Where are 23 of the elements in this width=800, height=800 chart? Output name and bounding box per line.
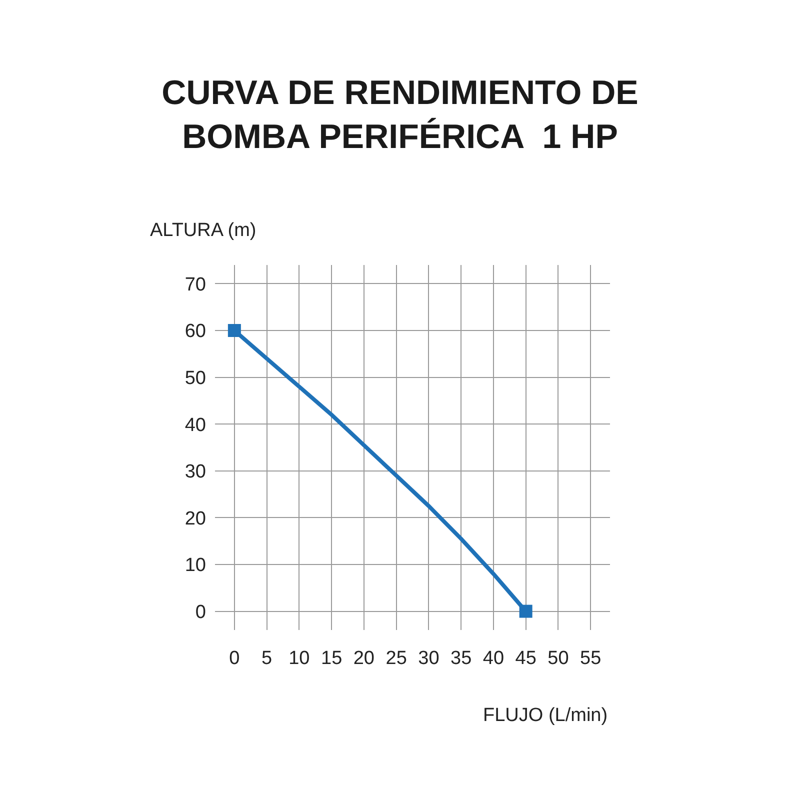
y-tick-label: 60 <box>184 321 206 342</box>
y-axis-title: ALTURA (m) <box>150 220 256 241</box>
y-tick-label: 30 <box>184 462 206 483</box>
x-tick-label: 0 <box>229 648 240 669</box>
chart-title: CURVA DE RENDIMIENTO DE BOMBA PERIFÉRICA 1 HP <box>162 74 638 156</box>
x-tick-label: 40 <box>482 648 504 669</box>
y-tick-label: 50 <box>184 368 206 389</box>
x-tick-label: 35 <box>450 648 472 669</box>
y-tick-label: 20 <box>184 508 206 530</box>
y-tick-label: 40 <box>184 414 206 436</box>
x-tick-label: 10 <box>288 648 310 669</box>
x-tick-label: 5 <box>262 648 272 669</box>
y-tick-label: 10 <box>184 555 206 576</box>
x-tick-label: 50 <box>548 648 569 669</box>
y-tick-label: 70 <box>184 274 206 296</box>
x-axis-title: FLUJO (L/min) <box>483 705 608 726</box>
x-tick-label: 55 <box>580 648 602 669</box>
x-tick-label: 15 <box>320 648 342 669</box>
x-tick-label: 25 <box>386 648 407 669</box>
x-tick-label: 30 <box>418 648 440 669</box>
x-tick-label: 20 <box>353 648 374 669</box>
x-tick-label: 45 <box>515 648 536 669</box>
y-tick-label: 0 <box>195 602 206 623</box>
